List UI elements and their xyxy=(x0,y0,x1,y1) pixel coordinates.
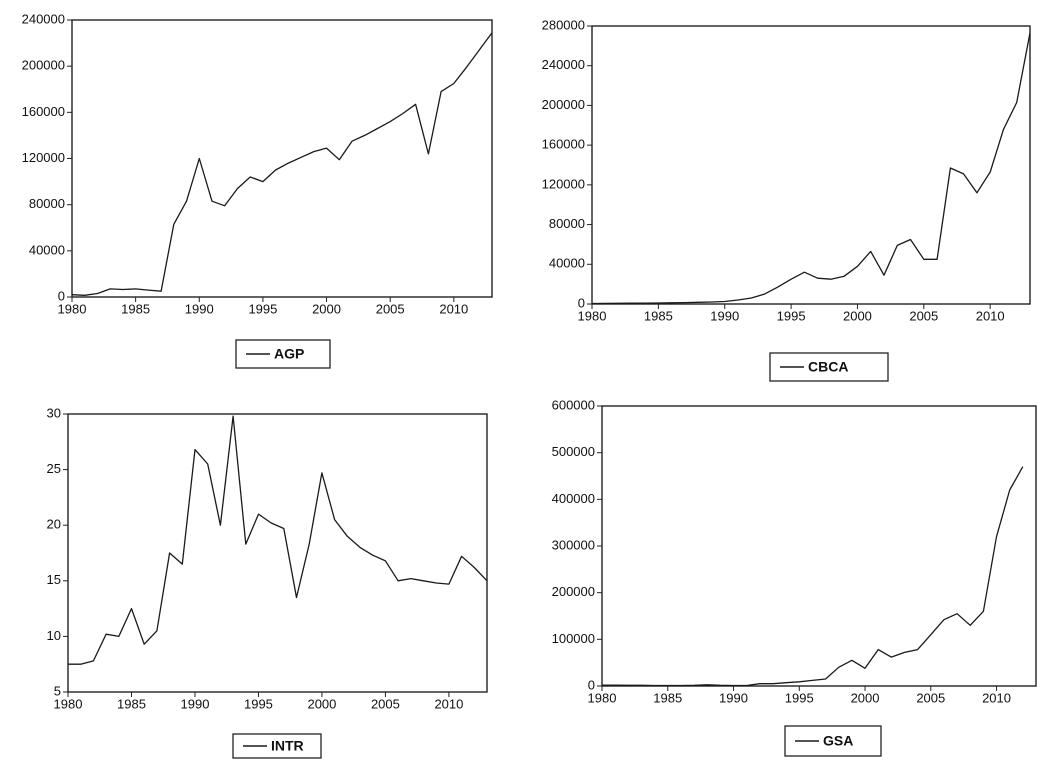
y-tick-label: 200000 xyxy=(22,58,65,73)
x-tick-label: 2000 xyxy=(312,301,341,316)
y-tick-label: 40000 xyxy=(549,256,585,271)
y-tick-label: 280000 xyxy=(542,17,585,32)
y-tick-label: 300000 xyxy=(552,537,595,552)
y-tick-label: 100000 xyxy=(552,631,595,646)
y-tick-label: 240000 xyxy=(542,57,585,72)
x-tick-label: 1980 xyxy=(588,690,617,705)
y-tick-label: 120000 xyxy=(22,150,65,165)
x-tick-label: 2000 xyxy=(307,696,336,711)
legend-label: GSA xyxy=(823,733,853,749)
plot-frame xyxy=(591,25,1031,305)
y-tick-label: 40000 xyxy=(29,242,65,257)
y-tick-label: 20 xyxy=(47,517,61,532)
y-tick-label: 30 xyxy=(47,405,61,420)
x-tick-label: 1980 xyxy=(58,301,87,316)
x-tick-label: 1990 xyxy=(185,301,214,316)
series-line xyxy=(591,32,1031,305)
x-tick-label: 2010 xyxy=(439,301,468,316)
y-tick-label: 80000 xyxy=(549,216,585,231)
x-tick-label: 1985 xyxy=(117,696,146,711)
x-tick-label: 1995 xyxy=(777,308,806,323)
x-tick-label: 2005 xyxy=(916,690,945,705)
x-tick-label: 1985 xyxy=(121,301,150,316)
y-tick-label: 160000 xyxy=(22,104,65,119)
y-tick-label: 500000 xyxy=(552,444,595,459)
plot-frame xyxy=(67,413,488,693)
y-tick-label: 0 xyxy=(578,295,585,310)
x-tick-label: 1985 xyxy=(653,690,682,705)
x-tick-label: 2005 xyxy=(909,308,938,323)
y-tick-label: 0 xyxy=(58,288,65,303)
x-tick-label: 2005 xyxy=(376,301,405,316)
y-tick-label: 200000 xyxy=(552,584,595,599)
series-line xyxy=(71,32,493,296)
y-tick-label: 0 xyxy=(588,677,595,692)
y-tick-label: 80000 xyxy=(29,196,65,211)
series-line xyxy=(602,466,1024,687)
x-tick-label: 2010 xyxy=(434,696,463,711)
series-line xyxy=(68,415,488,665)
y-tick-label: 10 xyxy=(47,628,61,643)
x-tick-label: 2000 xyxy=(851,690,880,705)
x-tick-label: 2005 xyxy=(371,696,400,711)
y-tick-label: 600000 xyxy=(552,397,595,412)
x-tick-label: 1995 xyxy=(248,301,277,316)
x-tick-label: 1990 xyxy=(719,690,748,705)
y-tick-label: 200000 xyxy=(542,97,585,112)
y-tick-label: 160000 xyxy=(542,137,585,152)
y-tick-label: 5 xyxy=(54,683,61,698)
x-tick-label: 1995 xyxy=(785,690,814,705)
y-tick-label: 120000 xyxy=(542,176,585,191)
y-tick-label: 400000 xyxy=(552,491,595,506)
y-tick-label: 240000 xyxy=(22,11,65,26)
legend-label: INTR xyxy=(271,738,304,754)
x-tick-label: 1980 xyxy=(54,696,83,711)
x-tick-label: 1985 xyxy=(644,308,673,323)
legend-label: CBCA xyxy=(808,359,848,375)
x-tick-label: 1990 xyxy=(710,308,739,323)
plot-frame xyxy=(601,405,1037,687)
x-tick-label: 1995 xyxy=(244,696,273,711)
x-tick-label: 1990 xyxy=(181,696,210,711)
x-tick-label: 2010 xyxy=(976,308,1005,323)
y-tick-label: 15 xyxy=(47,572,61,587)
x-tick-label: 1980 xyxy=(578,308,607,323)
y-tick-label: 25 xyxy=(47,461,61,476)
x-tick-label: 2000 xyxy=(843,308,872,323)
legend-label: AGP xyxy=(274,346,304,362)
plot-frame xyxy=(71,19,493,298)
x-tick-label: 2010 xyxy=(982,690,1011,705)
